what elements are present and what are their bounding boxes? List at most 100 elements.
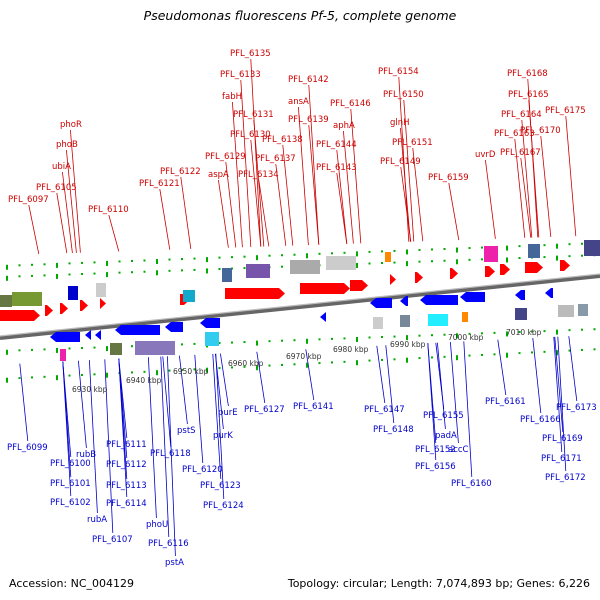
top-gene-label: PFL_6129: [205, 152, 246, 162]
forward-gene-arrow: [300, 283, 350, 294]
tick-mark: [93, 272, 96, 275]
label-callout-line: [240, 79, 252, 247]
tick-mark: [193, 342, 196, 345]
forward-gene-arrow: [500, 264, 510, 275]
tick-mark: [306, 362, 308, 368]
top-gene-label: PFL_6170: [520, 126, 561, 136]
top-gene-label: glnH: [390, 118, 410, 128]
top-gene-label: PFL_6139: [288, 115, 329, 125]
tick-mark: [443, 355, 446, 358]
label-callout-line: [305, 349, 315, 401]
tick-mark: [81, 347, 83, 350]
top-gene-label: ubiA: [52, 162, 71, 172]
tick-mark: [68, 374, 71, 377]
tick-mark: [218, 267, 221, 270]
tick-mark: [543, 330, 546, 333]
topology-text: Topology: circular; Length: 7,074,893 bp…: [287, 577, 590, 590]
tick-mark: [581, 254, 583, 257]
reverse-gene-arrow: [165, 322, 183, 332]
label-callout-line: [400, 166, 412, 242]
label-callout-line: [376, 345, 386, 404]
label-callout-line: [437, 342, 446, 430]
tick-mark: [418, 357, 421, 360]
tick-mark: [531, 330, 533, 333]
tick-mark: [318, 362, 321, 365]
label-callout-line: [557, 336, 567, 472]
top-gene-label: PFL_6168: [507, 69, 548, 79]
forward-gene-arrow: [415, 272, 423, 283]
axis-label: 6930 kbp: [72, 385, 108, 394]
tick-mark: [256, 340, 258, 346]
label-callout-line: [232, 101, 243, 248]
tick-mark: [181, 258, 183, 261]
tick-mark: [406, 335, 408, 341]
label-callout-line: [19, 363, 29, 442]
bottom-gene-label: PFL_6116: [148, 539, 189, 549]
axis-label: 6940 kbp: [126, 376, 162, 385]
backbone-highlight: [0, 273, 600, 337]
feature-box: [135, 341, 175, 355]
tick-mark: [281, 363, 283, 366]
tick-mark: [568, 243, 571, 246]
top-gene-label: PFL_6133: [220, 70, 261, 80]
top-gene-label: PFL_6137: [255, 154, 296, 164]
top-gene-label: PFL_6175: [545, 106, 586, 116]
tick-mark: [356, 360, 358, 366]
tick-mark: [543, 256, 546, 259]
tick-mark: [231, 341, 233, 344]
feature-box: [400, 315, 410, 327]
tick-mark: [156, 259, 158, 265]
bottom-gene-label: PFL_6102: [50, 498, 91, 508]
tick-mark: [231, 366, 233, 369]
tick-mark: [556, 350, 558, 356]
top-gene-label: PFL_6142: [288, 75, 329, 85]
tick-mark: [468, 332, 471, 335]
tick-mark: [43, 263, 46, 266]
top-gene-label: PFL_6134: [238, 170, 279, 180]
top-gene-label: PFL_6143: [316, 163, 357, 173]
label-callout-line: [258, 179, 270, 247]
tick-mark: [193, 368, 196, 371]
label-callout-line: [568, 336, 578, 402]
tick-mark: [168, 369, 171, 372]
tick-mark: [168, 269, 171, 272]
top-gene-label: PFL_6105: [36, 183, 77, 193]
bottom-gene-label: PFL_6161: [485, 397, 526, 407]
tick-mark: [143, 370, 146, 373]
label-callout-line: [565, 115, 577, 237]
tick-mark: [256, 365, 258, 371]
tick-mark: [131, 345, 133, 348]
tick-mark: [281, 265, 283, 268]
top-gene-label: PFL_6154: [378, 67, 419, 77]
bottom-gene-label: PFL_6141: [293, 402, 334, 412]
label-callout-line: [528, 99, 540, 238]
tick-mark: [581, 348, 583, 351]
tick-mark: [306, 253, 308, 259]
tick-mark: [18, 377, 21, 380]
bottom-gene-label: PFL_6114: [106, 499, 147, 509]
bottom-gene-label: PFL_6171: [541, 454, 582, 464]
bottom-gene-label: PFL_6173: [556, 403, 597, 413]
tick-mark: [568, 255, 571, 258]
label-callout-line: [66, 149, 77, 253]
tick-mark: [506, 257, 508, 263]
feature-box: [183, 290, 195, 302]
tick-mark: [418, 334, 421, 337]
tick-mark: [93, 373, 96, 376]
top-gene-label: uvrD: [475, 150, 496, 160]
bottom-gene-label: PFL_6169: [542, 434, 583, 444]
tick-mark: [418, 260, 421, 263]
top-gene-label: PFL_6149: [380, 157, 421, 167]
bottom-gene-label: PFL_6111: [106, 440, 147, 450]
feature-box: [385, 252, 391, 262]
tick-mark: [481, 246, 483, 249]
tick-mark: [481, 353, 483, 356]
bottom-gene-label: PFL_6107: [92, 535, 133, 545]
tick-mark: [393, 261, 396, 264]
tick-mark: [381, 358, 383, 361]
forward-gene-arrow: [560, 260, 570, 271]
label-callout-line: [89, 360, 98, 514]
bottom-gene-label: PFL_6099: [7, 443, 48, 453]
tick-mark: [581, 242, 583, 245]
